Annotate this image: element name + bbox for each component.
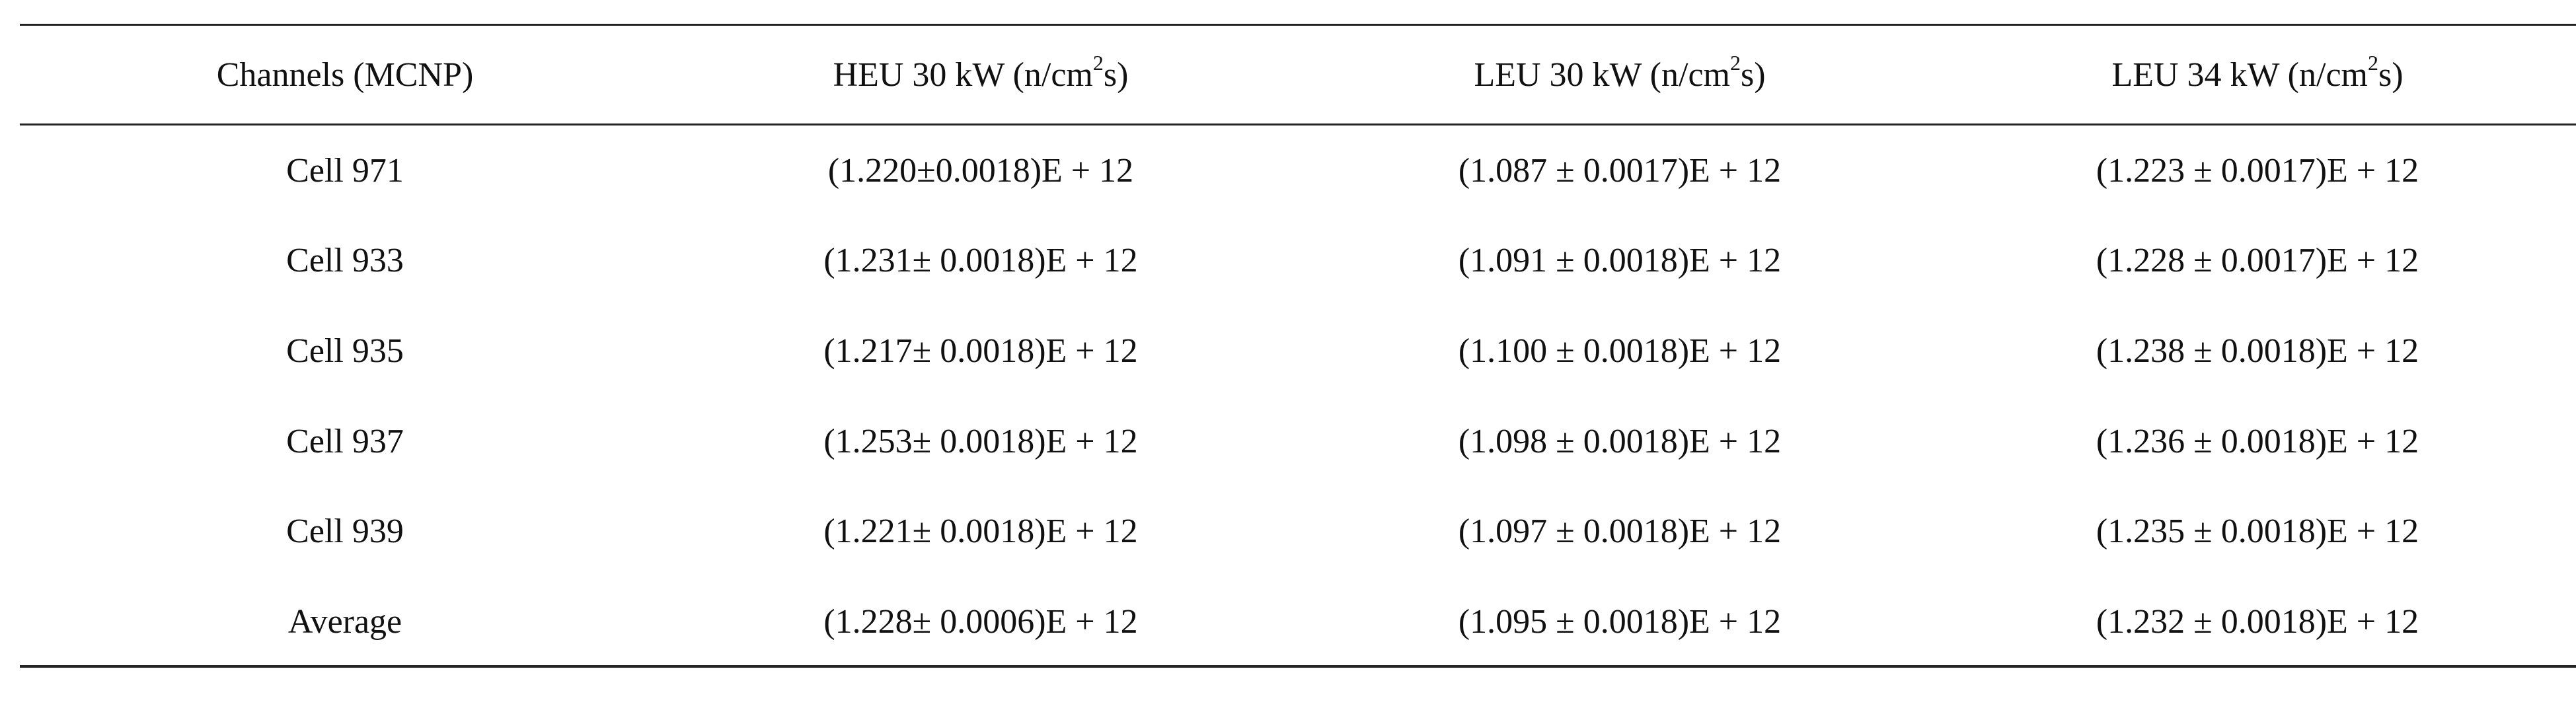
header-cell: Channels (MCNP) <box>217 58 474 92</box>
header-cell: HEU 30 kW (n/cm2s) <box>833 52 1129 94</box>
flux-value: (1.097 ± 0.0018)E + 12 <box>1458 513 1782 550</box>
header-text: LEU 30 kW (n/cm <box>1474 56 1730 94</box>
header-text: HEU 30 kW (n/cm <box>833 56 1093 94</box>
header-text-tail: s) <box>2378 56 2404 94</box>
header-text-tail: s) <box>1740 56 1766 94</box>
flux-value: (1.217± 0.0018)E + 12 <box>823 332 1138 370</box>
top-rule <box>20 24 2576 26</box>
header-superscript: 2 <box>1092 51 1104 75</box>
row-label: Cell 935 <box>286 332 404 370</box>
flux-value: (1.221± 0.0018)E + 12 <box>823 513 1138 550</box>
header-superscript: 2 <box>2367 51 2378 75</box>
row-label: Average <box>287 603 402 641</box>
flux-value: (1.238 ± 0.0018)E + 12 <box>2096 332 2419 370</box>
flux-value: (1.098 ± 0.0018)E + 12 <box>1458 423 1782 460</box>
flux-value: (1.228 ± 0.0017)E + 12 <box>2096 242 2419 279</box>
flux-value: (1.100 ± 0.0018)E + 12 <box>1458 332 1782 370</box>
flux-value: (1.087 ± 0.0017)E + 12 <box>1458 152 1782 190</box>
header-text: Channels (MCNP) <box>216 56 474 94</box>
flux-value: (1.236 ± 0.0018)E + 12 <box>2096 423 2419 460</box>
header-superscript: 2 <box>1729 51 1741 75</box>
row-label: Cell 933 <box>286 242 404 279</box>
header-cell: LEU 34 kW (n/cm2s) <box>2111 52 2404 94</box>
flux-value: (1.220±0.0018)E + 12 <box>827 152 1134 190</box>
flux-value: (1.235 ± 0.0018)E + 12 <box>2096 513 2419 550</box>
header-text-tail: s) <box>1103 56 1129 94</box>
flux-value: (1.253± 0.0018)E + 12 <box>823 423 1138 460</box>
flux-value: (1.091 ± 0.0018)E + 12 <box>1458 242 1782 279</box>
flux-value: (1.095 ± 0.0018)E + 12 <box>1458 603 1782 641</box>
flux-value: (1.232 ± 0.0018)E + 12 <box>2096 603 2419 641</box>
row-label: Cell 971 <box>286 152 404 190</box>
row-label: Cell 937 <box>286 423 404 460</box>
header-rule <box>20 124 2576 125</box>
flux-value: (1.223 ± 0.0017)E + 12 <box>2096 152 2419 190</box>
header-text: LEU 34 kW (n/cm <box>2111 56 2368 94</box>
flux-value: (1.228± 0.0006)E + 12 <box>823 603 1138 641</box>
flux-value: (1.231± 0.0018)E + 12 <box>823 242 1138 279</box>
bottom-rule <box>20 665 2576 668</box>
row-label: Cell 939 <box>286 513 404 550</box>
header-cell: LEU 30 kW (n/cm2s) <box>1474 52 1766 94</box>
